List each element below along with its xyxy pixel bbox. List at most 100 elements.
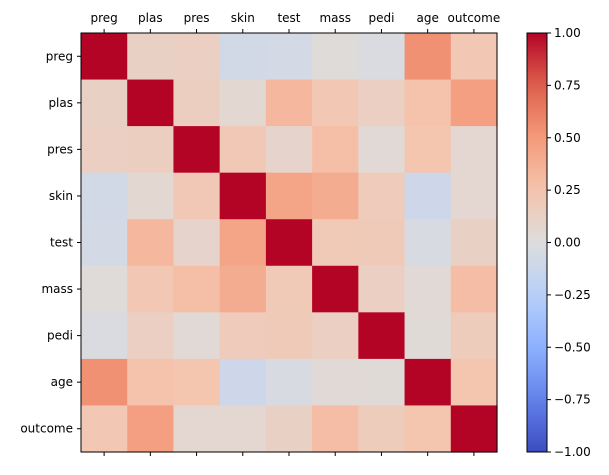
colorbar-tick-label: 0.50 <box>554 131 581 145</box>
heatmap-cell-preg-preg <box>81 33 128 81</box>
x-axis-ticks: preg plas pres skin test mass pedi age outcome <box>90 11 500 456</box>
heatmap-cell-pres-pres <box>173 126 221 174</box>
heatmap-cell-test-skin <box>219 219 267 267</box>
heatmap-cell-mass-plas <box>127 265 175 313</box>
heatmap-cell-pres-outcome <box>450 126 498 174</box>
colorbar-tick-label: 0.75 <box>554 78 581 92</box>
heatmap-cell-pedi-outcome <box>450 312 498 360</box>
x-tick-label-plas: plas <box>138 11 163 25</box>
heatmap-cell-mass-test <box>265 265 313 313</box>
colorbar-tick-label: 0.00 <box>554 236 581 250</box>
heatmap-cell-plas-test <box>265 79 313 127</box>
heatmap-cell-pedi-preg <box>81 312 128 360</box>
heatmap-cell-test-test <box>265 219 313 267</box>
y-tick-label-skin: skin <box>49 189 73 203</box>
heatmap-cell-age-pres <box>173 358 221 407</box>
heatmap-cell-outcome-test <box>265 405 313 453</box>
heatmap-cell-test-plas <box>127 219 175 267</box>
heatmap-cell-outcome-pres <box>173 405 221 453</box>
heatmap-cell-age-preg <box>81 358 128 407</box>
y-tick-label-mass: mass <box>41 282 73 296</box>
heatmap-cell-skin-preg <box>81 172 128 220</box>
heatmap-cell-pres-plas <box>127 126 175 174</box>
heatmap-cell-outcome-preg <box>81 405 128 453</box>
heatmap-cell-pres-mass <box>312 126 359 174</box>
heatmap-cell-pedi-skin <box>219 312 267 360</box>
heatmap-cell-outcome-age <box>404 405 452 453</box>
heatmap-cell-mass-pedi <box>358 265 406 313</box>
heatmap-cell-preg-age <box>404 33 452 81</box>
heatmap-cell-plas-age <box>404 79 452 127</box>
heatmap-cell-plas-skin <box>219 79 267 127</box>
heatmap-cell-mass-skin <box>219 265 267 313</box>
heatmap-cell-test-preg <box>81 219 128 267</box>
heatmap-cell-skin-outcome <box>450 172 498 220</box>
heatmap-cell-plas-preg <box>81 79 128 127</box>
y-tick-label-age: age <box>51 375 73 389</box>
colorbar: −1.00 −0.75 −0.50 −0.25 0.00 0.25 0.50 0.75 1.00 <box>526 26 591 459</box>
heatmap-cell-outcome-skin <box>219 405 267 453</box>
heatmap-cell-pedi-mass <box>312 312 359 360</box>
colorbar-tick-label: −0.50 <box>554 340 591 354</box>
y-tick-label-pres: pres <box>47 142 73 156</box>
heatmap-cell-skin-plas <box>127 172 175 220</box>
heatmap-cell-pres-test <box>265 126 313 174</box>
heatmap-cell-outcome-outcome <box>450 405 498 453</box>
heatmap-cell-preg-pres <box>173 33 221 81</box>
heatmap-cell-test-mass <box>312 219 359 267</box>
heatmap-cell-preg-pedi <box>358 33 406 81</box>
heatmap-cell-preg-plas <box>127 33 175 81</box>
heatmap-cell-preg-test <box>265 33 313 81</box>
heatmap-cell-age-age <box>404 358 452 407</box>
heatmap-cell-skin-pres <box>173 172 221 220</box>
colorbar-tick-label: 0.25 <box>554 183 581 197</box>
heatmap-cell-test-pres <box>173 219 221 267</box>
heatmap-cell-skin-mass <box>312 172 359 220</box>
heatmap-cell-pedi-age <box>404 312 452 360</box>
x-tick-label-mass: mass <box>319 11 351 25</box>
heatmap-cell-mass-preg <box>81 265 128 313</box>
heatmap-cell-age-skin <box>219 358 267 407</box>
y-tick-label-test: test <box>50 236 73 250</box>
heatmap-cell-plas-outcome <box>450 79 498 127</box>
x-tick-label-test: test <box>277 11 300 25</box>
heatmap-cell-age-outcome <box>450 358 498 407</box>
heatmap-cell-mass-mass <box>312 265 359 313</box>
heatmap-cell-outcome-mass <box>312 405 359 453</box>
colorbar-tick-label: −1.00 <box>554 445 591 459</box>
colorbar-tick-label: 1.00 <box>554 26 581 40</box>
heatmap-cell-pedi-test <box>265 312 313 360</box>
y-tick-label-plas: plas <box>48 96 73 110</box>
heatmap-cell-test-outcome <box>450 219 498 267</box>
heatmap-cell-skin-test <box>265 172 313 220</box>
x-tick-label-outcome: outcome <box>448 11 501 25</box>
heatmap-cell-test-pedi <box>358 219 406 267</box>
heatmap-cell-age-pedi <box>358 358 406 407</box>
heatmap-cell-test-age <box>404 219 452 267</box>
colorbar-tick-label: −0.75 <box>554 393 591 407</box>
heatmap-cell-pres-skin <box>219 126 267 174</box>
x-tick-label-pedi: pedi <box>368 11 394 25</box>
x-tick-label-skin: skin <box>231 11 255 25</box>
x-tick-label-pres: pres <box>184 11 210 25</box>
heatmap-cell-preg-mass <box>312 33 359 81</box>
heatmap-cell-preg-skin <box>219 33 267 81</box>
heatmap-cell-age-plas <box>127 358 175 407</box>
heatmap-cell-pres-preg <box>81 126 128 174</box>
y-tick-label-outcome: outcome <box>20 422 73 436</box>
heatmap-cell-pedi-pres <box>173 312 221 360</box>
heatmap-cell-pres-age <box>404 126 452 174</box>
x-tick-label-preg: preg <box>90 11 117 25</box>
heatmap-cell-mass-outcome <box>450 265 498 313</box>
heatmap-cell-skin-skin <box>219 172 267 220</box>
heatmap-cell-mass-age <box>404 265 452 313</box>
heatmap-cell-outcome-pedi <box>358 405 406 453</box>
heatmap-cell-plas-plas <box>127 79 175 127</box>
heatmap-cell-age-test <box>265 358 313 407</box>
colorbar-scale <box>526 32 548 453</box>
heatmap-cell-pres-pedi <box>358 126 406 174</box>
colorbar-tick-label: −0.25 <box>554 288 591 302</box>
heatmap-cell-plas-pedi <box>358 79 406 127</box>
